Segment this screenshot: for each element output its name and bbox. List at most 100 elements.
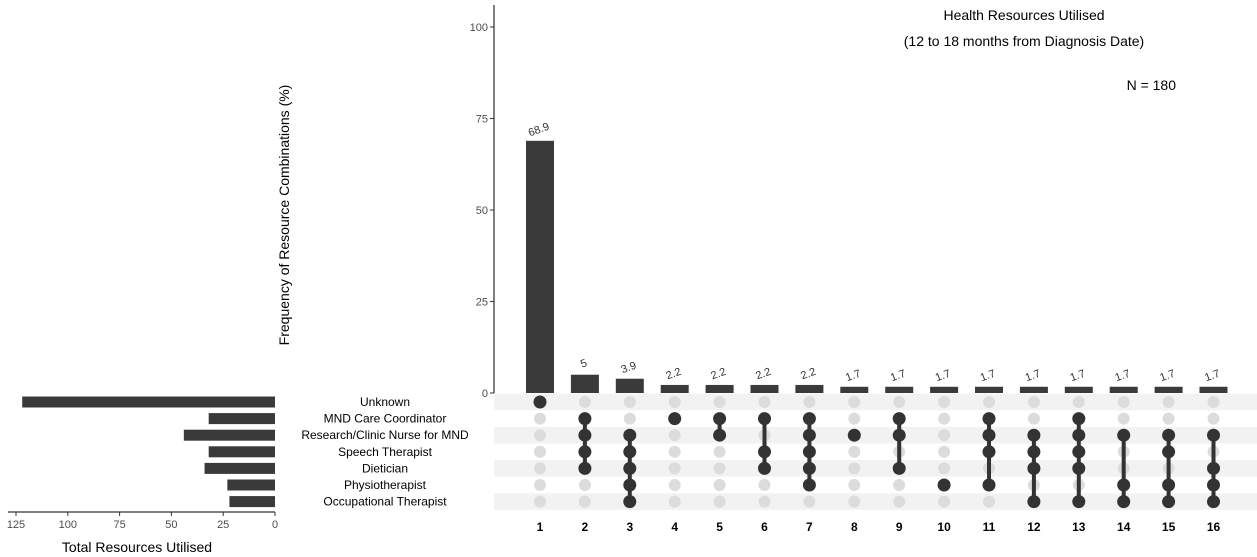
matrix-dot-inactive bbox=[848, 396, 861, 408]
bar-value-label: 1.7 bbox=[889, 368, 907, 385]
matrix-dot-active bbox=[758, 412, 771, 426]
matrix-dot-inactive bbox=[983, 495, 995, 508]
matrix-dot-inactive bbox=[534, 495, 546, 508]
intersection-index-label: 7 bbox=[806, 520, 813, 534]
intersection-bar bbox=[885, 386, 914, 393]
set-size-axis-title: Total Resources Utilised bbox=[62, 539, 212, 555]
set-size-bar bbox=[22, 396, 275, 408]
matrix-dot-active bbox=[1027, 445, 1041, 459]
matrix-dot-inactive bbox=[893, 479, 906, 491]
intersection-bar bbox=[1154, 386, 1183, 393]
set-size-tick-label: 125 bbox=[7, 519, 25, 531]
y-axis: 0 25 50 75 100 bbox=[470, 5, 495, 400]
matrix-dot-active bbox=[758, 445, 771, 459]
chart-subtitle: (12 to 18 months from Diagnosis Date) bbox=[904, 33, 1144, 49]
set-size-bar bbox=[204, 462, 275, 474]
matrix-dot-inactive bbox=[1072, 396, 1085, 408]
matrix-row-shade bbox=[494, 393, 1257, 411]
matrix-dot-active bbox=[982, 445, 996, 459]
matrix-dot-active bbox=[578, 461, 592, 475]
set-size-bar bbox=[208, 413, 275, 425]
matrix-dot-active bbox=[892, 412, 906, 426]
set-size-tick-label: 25 bbox=[217, 519, 229, 531]
bar-value-label: 1.7 bbox=[934, 368, 952, 385]
matrix-dot-active bbox=[1117, 478, 1131, 492]
matrix-dot-active bbox=[623, 495, 637, 509]
sample-size-annotation: N = 180 bbox=[1127, 77, 1177, 93]
matrix-dot-active bbox=[713, 428, 727, 442]
matrix-dot-active bbox=[1072, 412, 1086, 426]
matrix-dot-active bbox=[802, 478, 816, 492]
y-tick-label: 100 bbox=[470, 22, 488, 34]
matrix-dot-active bbox=[623, 478, 637, 492]
bar-value-label: 1.7 bbox=[1203, 368, 1221, 385]
intersection-bar bbox=[660, 384, 689, 393]
set-label: Physiotherapist bbox=[344, 478, 427, 492]
set-size-bar bbox=[229, 496, 275, 508]
set-size-axis: 125 100 75 50 25 0 bbox=[7, 511, 278, 531]
intersection-index-label: 8 bbox=[851, 520, 858, 534]
matrix-dot-active bbox=[1072, 461, 1086, 475]
matrix-dot-inactive bbox=[848, 479, 861, 491]
matrix-dot-inactive bbox=[534, 412, 546, 425]
intersection-labels: 1 2 3 4 5 6 7 8 9 10 11 12 13 14 15 16 bbox=[537, 520, 1221, 534]
matrix-dot-inactive bbox=[623, 412, 636, 425]
matrix-dot-active bbox=[1162, 495, 1176, 509]
matrix-dot-active bbox=[892, 428, 906, 442]
matrix-dot-inactive bbox=[668, 429, 681, 442]
matrix-dot-active bbox=[1117, 428, 1131, 442]
matrix-dot-inactive bbox=[758, 479, 771, 491]
matrix-dot-inactive bbox=[623, 396, 636, 408]
bar-value-label: 3.9 bbox=[620, 360, 638, 377]
matrix-dot-active bbox=[1072, 428, 1086, 442]
bar-value-label: 2.2 bbox=[754, 366, 772, 383]
matrix-dot-inactive bbox=[848, 445, 861, 458]
matrix-dot-inactive bbox=[938, 396, 951, 408]
matrix-dot-inactive bbox=[1027, 396, 1040, 408]
matrix-dot-inactive bbox=[1207, 396, 1220, 408]
intersection-bar bbox=[1019, 386, 1048, 393]
matrix-dot-inactive bbox=[578, 495, 591, 508]
matrix-dot-inactive bbox=[713, 396, 726, 408]
intersection-index-label: 15 bbox=[1162, 520, 1176, 534]
matrix-dot-active bbox=[1072, 495, 1086, 509]
matrix-dot-active bbox=[802, 445, 816, 459]
set-size-tick-label: 75 bbox=[113, 519, 125, 531]
matrix-dot-active bbox=[533, 395, 547, 409]
matrix-dot-active bbox=[578, 428, 592, 442]
matrix-dot-active bbox=[1027, 495, 1041, 509]
matrix-dot-inactive bbox=[938, 412, 951, 425]
matrix-dot-active bbox=[1027, 428, 1041, 442]
matrix-dot-inactive bbox=[534, 479, 546, 491]
intersection-bar bbox=[1199, 386, 1228, 393]
matrix-dot-inactive bbox=[938, 462, 951, 475]
bar-value-label: 2.2 bbox=[799, 366, 817, 383]
intersection-bar bbox=[840, 386, 869, 393]
matrix-dot-inactive bbox=[668, 462, 681, 475]
matrix-dot-inactive bbox=[848, 495, 861, 508]
intersection-bar bbox=[1064, 386, 1093, 393]
matrix-dot-inactive bbox=[668, 396, 681, 408]
bar-value-label: 68.9 bbox=[527, 121, 551, 140]
matrix-dot-inactive bbox=[848, 462, 861, 475]
intersection-index-label: 9 bbox=[896, 520, 903, 534]
matrix-dot-active bbox=[623, 461, 637, 475]
set-size-bars bbox=[22, 396, 275, 508]
bar-value-label: 1.7 bbox=[844, 368, 862, 385]
matrix-dot-active bbox=[802, 412, 816, 426]
intersection-bar bbox=[975, 386, 1003, 393]
intersection-bar bbox=[930, 386, 959, 393]
set-size-tick-label: 0 bbox=[272, 519, 278, 531]
intersection-bar bbox=[615, 378, 644, 393]
matrix-dot-inactive bbox=[1162, 412, 1175, 425]
set-size-tick-label: 50 bbox=[165, 519, 177, 531]
matrix-dot-active bbox=[668, 412, 682, 426]
intersection-bar bbox=[750, 384, 779, 393]
set-label: Dietician bbox=[362, 461, 408, 475]
matrix-dot-inactive bbox=[893, 396, 906, 408]
bar-value-label: 1.7 bbox=[1158, 368, 1176, 385]
intersection-index-label: 13 bbox=[1072, 520, 1086, 534]
matrix-dot-inactive bbox=[1117, 396, 1130, 408]
intersection-index-label: 16 bbox=[1207, 520, 1221, 534]
